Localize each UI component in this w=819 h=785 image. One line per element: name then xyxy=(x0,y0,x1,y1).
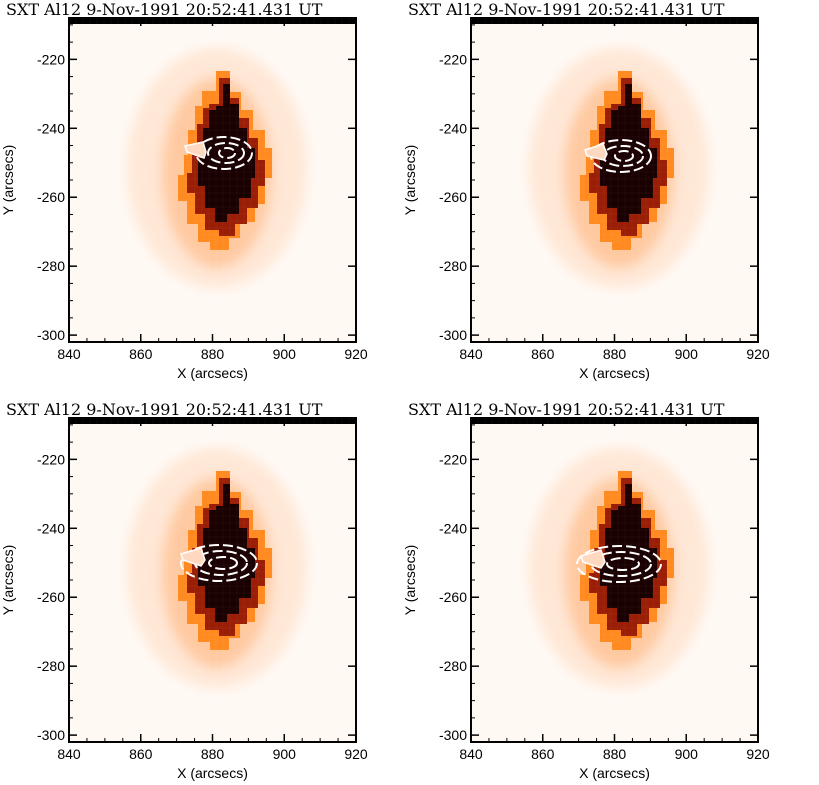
y-tick-label: -280 xyxy=(439,658,467,674)
y-axis-label: Y (arcsecs) xyxy=(402,545,418,616)
y-tick-label: -240 xyxy=(439,120,467,136)
x-tick-label: 880 xyxy=(201,746,225,762)
panel-title: SXT Al12 9-Nov-1991 20:52:41.431 UT xyxy=(408,400,725,419)
image-panel-top-left xyxy=(68,17,357,343)
hard-xray-source xyxy=(184,141,207,159)
y-axis-label: Y (arcsecs) xyxy=(402,145,418,216)
y-tick-label: -240 xyxy=(37,520,65,536)
y-tick-label: -300 xyxy=(37,727,65,743)
hard-xray-source xyxy=(580,549,606,569)
y-tick-label: -260 xyxy=(37,189,65,205)
panel-title: SXT Al12 9-Nov-1991 20:52:41.431 UT xyxy=(408,0,725,19)
y-tick-label: -300 xyxy=(37,327,65,343)
x-axis-label: X (arcsecs) xyxy=(177,765,248,781)
x-tick-label: 920 xyxy=(344,346,368,362)
hard-xray-source xyxy=(180,547,206,567)
y-tick-label: -260 xyxy=(439,189,467,205)
x-tick-label: 920 xyxy=(344,746,368,762)
x-tick-label: 880 xyxy=(603,346,627,362)
y-tick-label: -300 xyxy=(439,727,467,743)
x-tick-label: 840 xyxy=(459,346,483,362)
x-axis-label: X (arcsecs) xyxy=(579,765,650,781)
y-tick-label: -280 xyxy=(439,258,467,274)
panel-annotations: SXT Al12 9-Nov-1991 20:52:41.431 UT 840 86… xyxy=(0,0,770,781)
image-panel-bottom-left xyxy=(68,417,357,743)
y-tick-label: -220 xyxy=(439,451,467,467)
solar-image xyxy=(69,18,356,342)
x-axis-label: X (arcsecs) xyxy=(579,365,650,381)
x-tick-label: 860 xyxy=(129,346,153,362)
x-tick-label: 860 xyxy=(531,346,555,362)
x-tick-label: 900 xyxy=(273,746,297,762)
panel-title: SXT Al12 9-Nov-1991 20:52:41.431 UT xyxy=(6,400,323,419)
image-panel-bottom-right xyxy=(470,417,759,743)
y-tick-label: -300 xyxy=(439,327,467,343)
y-tick-label: -280 xyxy=(37,258,65,274)
x-tick-label: 920 xyxy=(746,346,770,362)
x-axis-label: X (arcsecs) xyxy=(177,365,248,381)
x-tick-label: 860 xyxy=(129,746,153,762)
y-axis-label: Y (arcsecs) xyxy=(0,545,16,616)
x-tick-label: 880 xyxy=(603,746,627,762)
solar-image xyxy=(471,418,758,742)
panel-title: SXT Al12 9-Nov-1991 20:52:41.431 UT xyxy=(6,0,323,19)
image-panel-top-right xyxy=(470,17,759,343)
y-tick-label: -240 xyxy=(37,120,65,136)
x-tick-label: 900 xyxy=(273,346,297,362)
x-tick-label: 900 xyxy=(675,346,699,362)
y-tick-label: -260 xyxy=(439,589,467,605)
y-tick-label: -220 xyxy=(37,451,65,467)
y-tick-label: -240 xyxy=(439,520,467,536)
x-tick-label: 920 xyxy=(746,746,770,762)
x-tick-label: 900 xyxy=(675,746,699,762)
x-tick-label: 840 xyxy=(57,746,81,762)
contour-overlay xyxy=(576,545,662,583)
y-axis-label: Y (arcsecs) xyxy=(0,145,16,216)
solar-image xyxy=(471,18,758,342)
y-tick-label: -260 xyxy=(37,589,65,605)
y-tick-label: -220 xyxy=(439,51,467,67)
x-tick-label: 840 xyxy=(57,346,81,362)
hard-xray-source xyxy=(584,143,608,161)
x-tick-label: 880 xyxy=(201,346,225,362)
y-tick-label: -280 xyxy=(37,658,65,674)
x-tick-label: 840 xyxy=(459,746,483,762)
y-tick-label: -220 xyxy=(37,51,65,67)
x-tick-label: 860 xyxy=(531,746,555,762)
